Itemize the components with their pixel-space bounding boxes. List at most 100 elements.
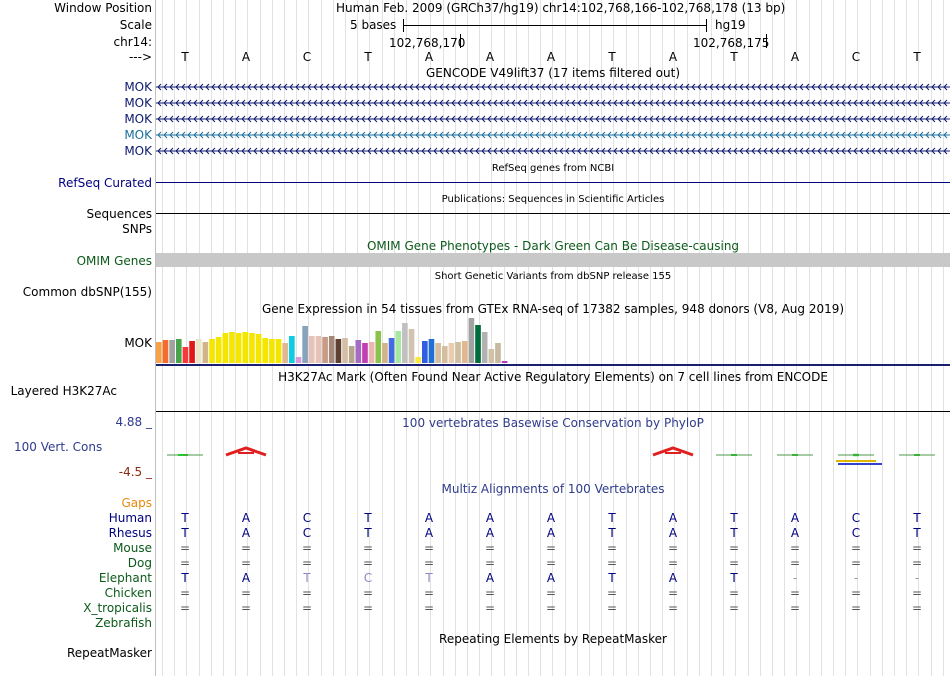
gtex-tissue-bar[interactable]	[229, 332, 235, 363]
refseq-title[interactable]: RefSeq genes from NCBI	[491, 163, 615, 174]
gtex-tissue-bar[interactable]	[355, 340, 362, 363]
gtex-tissue-bar[interactable]	[388, 338, 395, 363]
gtex-tissue-bar[interactable]	[481, 332, 488, 363]
phylop-title[interactable]: 100 vertebrates Basewise Conservation by…	[402, 416, 704, 430]
gtex-tissue-bar[interactable]	[289, 336, 295, 363]
gtex-tissue-bar[interactable]	[295, 357, 302, 363]
snps-label[interactable]: SNPs	[122, 222, 152, 236]
gtex-tissue-bar[interactable]	[362, 343, 368, 363]
gtex-tissue-bar[interactable]	[202, 342, 209, 363]
gtex-tissue-bar[interactable]	[448, 343, 455, 363]
dbsnp-title[interactable]: Short Genetic Variants from dbSNP releas…	[434, 271, 672, 282]
assembly-position-text[interactable]: Human Feb. 2009 (GRCh37/hg19) chr14:102,…	[336, 1, 786, 15]
phylop-score-mark[interactable]	[652, 446, 694, 457]
gtex-tissue-bar[interactable]	[468, 318, 475, 363]
gtex-tissue-bar[interactable]	[348, 346, 355, 363]
gtex-tissue-bar[interactable]	[262, 338, 269, 363]
strand-chevron	[871, 83, 876, 91]
gtex-tissue-bar[interactable]	[335, 339, 342, 363]
repeatmasker-title[interactable]: Repeating Elements by RepeatMasker	[439, 632, 667, 646]
phylop-score-mark[interactable]	[225, 446, 267, 457]
refseq-label[interactable]: RefSeq Curated	[58, 176, 152, 190]
gtex-tissue-bar[interactable]	[375, 331, 382, 363]
gencode-item-label[interactable]: MOK	[124, 112, 152, 126]
gtex-tissue-bar[interactable]	[222, 333, 229, 363]
phylop-chart[interactable]	[156, 428, 950, 480]
gencode-item-label[interactable]: MOK	[124, 96, 152, 110]
gtex-tissue-bar[interactable]	[475, 325, 481, 363]
gtex-expression-chart[interactable]	[156, 318, 950, 368]
gtex-tissue-bar[interactable]	[308, 336, 315, 363]
multiz-species-label[interactable]: Chicken	[104, 586, 152, 600]
gtex-tissue-bar[interactable]	[461, 341, 468, 363]
gtex-tissue-bar[interactable]	[282, 343, 288, 363]
gencode-transcript[interactable]	[156, 129, 950, 141]
gtex-tissue-bar[interactable]	[368, 342, 375, 363]
gtex-tissue-bar[interactable]	[428, 339, 435, 363]
multiz-species-label[interactable]: Dog	[127, 556, 152, 570]
gencode-transcript[interactable]	[156, 81, 950, 93]
gtex-tissue-bar[interactable]	[402, 323, 408, 363]
gtex-tissue-bar[interactable]	[342, 338, 348, 363]
gtex-tissue-bar[interactable]	[315, 336, 322, 363]
h3k27ac-label[interactable]: Layered H3K27Ac	[10, 384, 117, 398]
dbsnp-label[interactable]: Common dbSNP(155)	[22, 285, 152, 299]
gtex-tissue-bar[interactable]	[195, 339, 202, 363]
h3k27ac-title[interactable]: H3K27Ac Mark (Often Found Near Active Re…	[278, 370, 828, 384]
publications-label[interactable]: Sequences	[86, 207, 152, 221]
gencode-item-label[interactable]: MOK	[124, 144, 152, 158]
gtex-tissue-bar[interactable]	[501, 361, 508, 363]
gtex-tissue-bar[interactable]	[162, 340, 169, 363]
gtex-tissue-bar[interactable]	[189, 341, 195, 363]
gtex-tissue-bar[interactable]	[395, 331, 402, 363]
publications-title[interactable]: Publications: Sequences in Scientific Ar…	[441, 194, 665, 205]
gtex-tissue-bar[interactable]	[182, 347, 189, 363]
gtex-tissue-bar[interactable]	[255, 334, 262, 363]
gtex-tissue-bar[interactable]	[322, 337, 328, 363]
multiz-species-label[interactable]: X_tropicalis	[83, 601, 152, 615]
gtex-label[interactable]: MOK	[124, 336, 152, 350]
gtex-tissue-bar[interactable]	[242, 332, 249, 363]
repeatmasker-label[interactable]: RepeatMasker	[66, 646, 152, 660]
gencode-item-label[interactable]: MOK	[124, 128, 152, 142]
multiz-species-label[interactable]: Zebrafish	[95, 616, 152, 630]
gtex-tissue-bar[interactable]	[175, 339, 182, 363]
gtex-tissue-bar[interactable]	[302, 326, 308, 363]
gencode-transcript[interactable]	[156, 145, 950, 157]
gtex-tissue-bar[interactable]	[215, 337, 222, 363]
gtex-tissue-bar[interactable]	[328, 336, 335, 363]
gtex-tissue-bar[interactable]	[275, 339, 282, 363]
omim-label[interactable]: OMIM Genes	[76, 254, 152, 268]
gtex-tissue-bar[interactable]	[488, 349, 495, 363]
gtex-tissue-bar[interactable]	[156, 342, 162, 363]
phylop-label[interactable]: 100 Vert. Cons	[14, 440, 103, 454]
gtex-tissue-bar[interactable]	[408, 329, 415, 363]
gtex-tissue-bar[interactable]	[235, 333, 242, 363]
strand-chevron	[709, 83, 714, 91]
omim-gene-bar[interactable]	[156, 253, 950, 267]
multiz-title[interactable]: Multiz Alignments of 100 Vertebrates	[441, 482, 665, 496]
gtex-tissue-bar[interactable]	[209, 339, 215, 363]
gtex-tissue-bar[interactable]	[441, 346, 448, 363]
multiz-species-label[interactable]: Human	[108, 511, 152, 525]
omim-title[interactable]: OMIM Gene Phenotypes - Dark Green Can Be…	[366, 239, 740, 253]
multiz-species-label[interactable]: Mouse	[113, 541, 152, 555]
gtex-tissue-bar[interactable]	[269, 339, 275, 363]
gencode-transcript[interactable]	[156, 97, 950, 109]
gencode-title[interactable]: GENCODE V49lift37 (17 items filtered out…	[425, 66, 680, 80]
gtex-tissue-bar[interactable]	[249, 333, 255, 363]
gtex-tissue-bar[interactable]	[382, 343, 388, 363]
gencode-item-label[interactable]: MOK	[124, 80, 152, 94]
gtex-tissue-bar[interactable]	[169, 340, 175, 363]
gtex-title[interactable]: Gene Expression in 54 tissues from GTEx …	[261, 302, 845, 316]
multiz-species-label[interactable]: Elephant	[98, 571, 152, 585]
gtex-tissue-bar[interactable]	[422, 341, 428, 363]
multiz-species-label[interactable]: Rhesus	[108, 526, 152, 540]
multiz-gaps-label[interactable]: Gaps	[121, 496, 152, 510]
gtex-tissue-bar[interactable]	[455, 342, 461, 363]
gtex-tissue-bar[interactable]	[415, 357, 421, 363]
gencode-transcript[interactable]	[156, 113, 950, 125]
gtex-tissue-bar[interactable]	[435, 343, 441, 363]
gtex-tissue-bar[interactable]	[495, 343, 501, 363]
